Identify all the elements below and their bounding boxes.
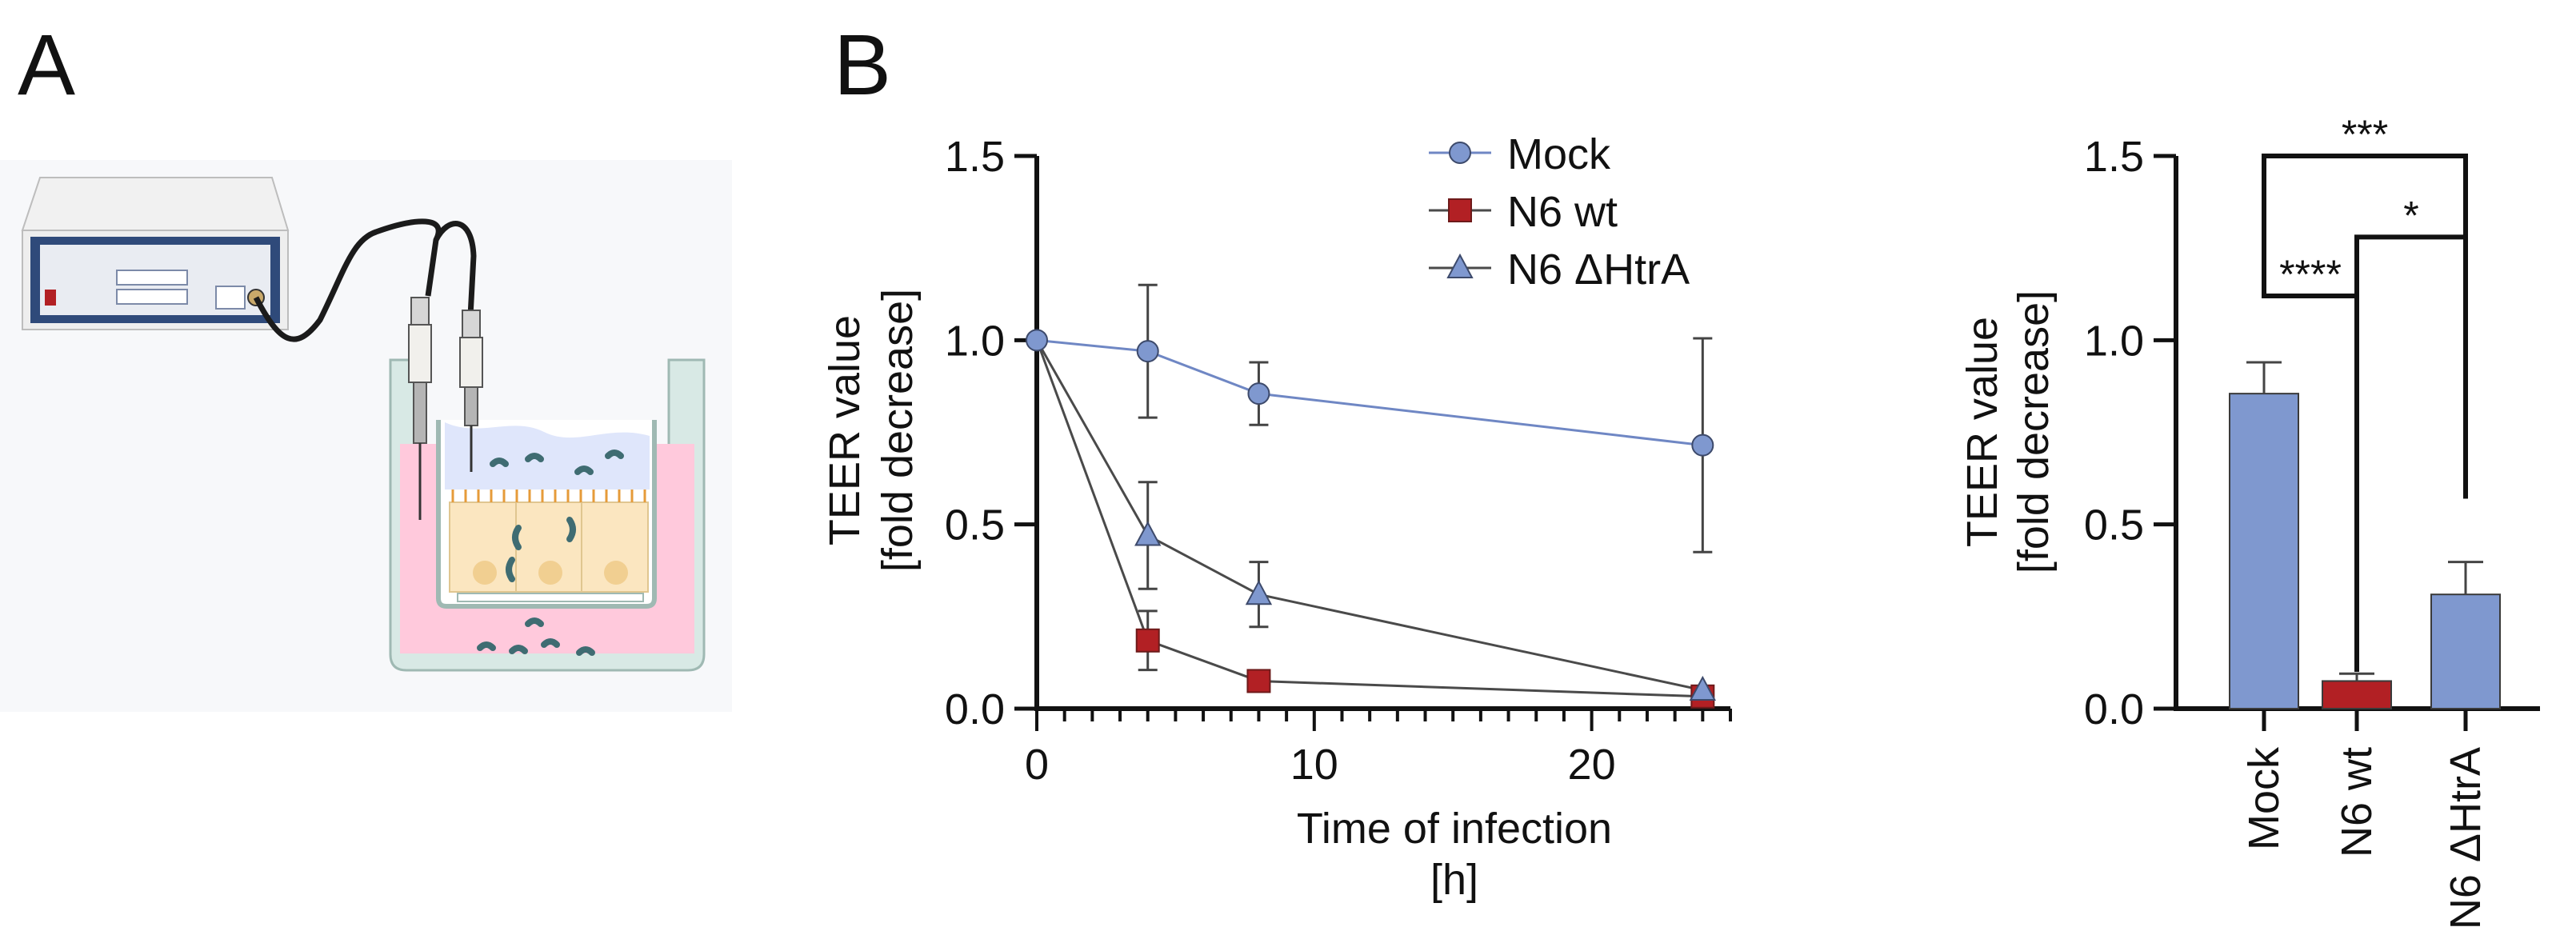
y-tick-label: 1.5 (945, 133, 1005, 181)
significance-label-2: **** (2279, 252, 2342, 297)
series-line-n6-htra (1035, 339, 1703, 692)
line-chart-ylabel: TEER value (821, 315, 869, 545)
bacteria-icons (477, 450, 624, 656)
bar-mock (2229, 393, 2299, 709)
line-chart-xlabel-unit: [h] (1430, 856, 1478, 904)
x-tick-label: 20 (1568, 741, 1616, 789)
teer-setup-illustration (0, 160, 732, 712)
x-tick-label: 10 (1290, 741, 1338, 789)
y-tick-label: 1.0 (945, 317, 1005, 365)
significance-label-1: * (2403, 193, 2418, 238)
bar-y-tick-label: 0.0 (2084, 685, 2144, 733)
teer-time-course-chart: 0.0 0.5 1.0 1.5 0 10 20 TEER value [fold decre… (821, 130, 1732, 904)
chopstick-electrodes (408, 297, 483, 520)
data-point-mock (1247, 382, 1270, 406)
bar-y-tick-label: 1.0 (2084, 317, 2144, 365)
x-tick-label: 0 (1025, 741, 1049, 789)
data-point-mock (1136, 340, 1159, 363)
line-chart-xlabel: Time of infection (1297, 805, 1612, 853)
bar-n6-wt (2322, 680, 2392, 710)
panel-a-label: A (18, 16, 75, 113)
data-point-n6-htra (1689, 675, 1716, 701)
data-point-n6-htra (1245, 580, 1273, 605)
bar-category-label-n6-htra: N6 ΔHtrA (2442, 747, 2490, 929)
legend-marker-mock (1449, 142, 1471, 164)
bar-category-label-mock: Mock (2240, 746, 2288, 850)
significance-label-0: *** (2342, 112, 2388, 157)
bar-y-tick-label: 0.5 (2084, 501, 2144, 549)
panel-b-label: B (834, 16, 891, 113)
legend-marker-n6-wt (1448, 198, 1472, 222)
line-chart-legend: Mock N6 wt N6 ΔHtrA (1429, 130, 1690, 294)
bar-y-tick-label: 1.5 (2084, 133, 2144, 181)
legend-label-mock: Mock (1507, 130, 1611, 178)
line-chart-series (1026, 283, 1716, 709)
data-point-n6-wt (1246, 669, 1271, 693)
data-point-n6-htra (1134, 521, 1162, 546)
significance-brackets: ******** (2262, 112, 2468, 672)
data-point-n6-wt (1135, 628, 1160, 653)
electrode-cable (253, 218, 477, 342)
legend-label-n6-wt: N6 wt (1507, 188, 1618, 236)
power-switch-icon (45, 290, 56, 306)
voltohmmeter-device (21, 177, 290, 330)
bar-n6-htra (2430, 593, 2501, 710)
legend-marker-n6-htra (1446, 253, 1474, 278)
data-point-mock (1026, 329, 1048, 352)
y-tick-label: 0.5 (945, 501, 1005, 549)
data-point-mock (1691, 434, 1714, 457)
line-chart-axes: 0.0 0.5 1.0 1.5 0 10 20 (945, 133, 1732, 789)
significance-bracket-2 (2262, 278, 2359, 672)
bar-chart-bars (2229, 361, 2501, 710)
series-line-mock (1036, 338, 1703, 447)
legend-label-n6-htra: N6 ΔHtrA (1507, 246, 1690, 294)
series-line-n6-wt (1035, 339, 1703, 698)
bar-chart-ylabel: TEER value (1958, 317, 2006, 547)
bar-category-label-n6-wt: N6 wt (2333, 747, 2381, 857)
transwell-well (389, 358, 706, 672)
y-tick-label: 0.0 (945, 685, 1005, 733)
bar-chart-ylabel-unit: [fold decrease] (2010, 290, 2058, 573)
line-chart-ylabel-unit: [fold decrease] (874, 289, 922, 572)
